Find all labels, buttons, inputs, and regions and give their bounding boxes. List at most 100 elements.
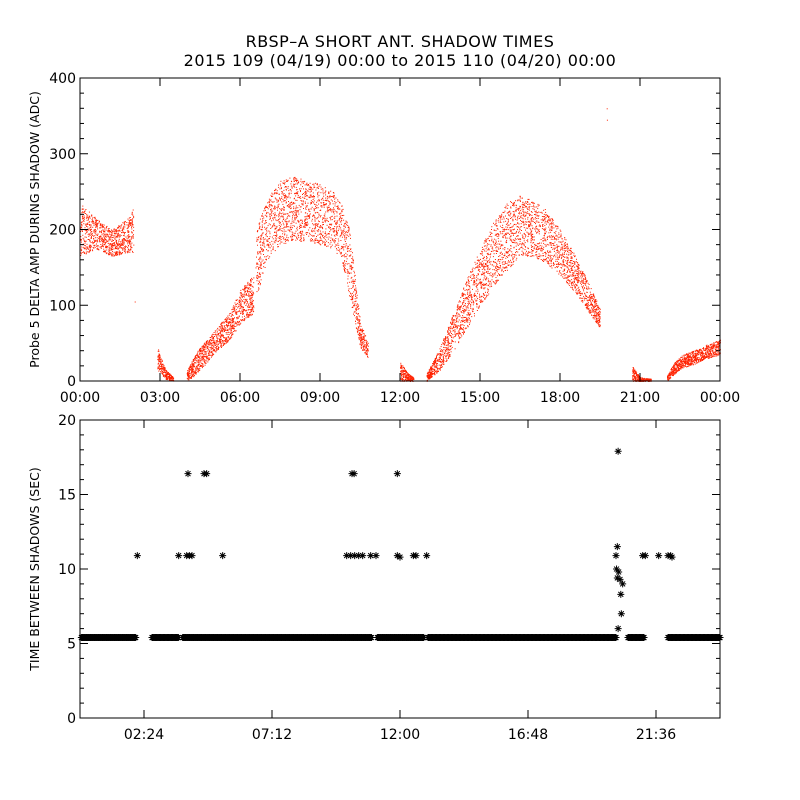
data-point	[257, 272, 259, 274]
data-point	[122, 222, 124, 224]
data-point	[300, 200, 302, 201]
data-point	[305, 192, 307, 194]
data-point	[401, 366, 402, 368]
data-point	[403, 373, 405, 375]
data-point	[495, 219, 497, 221]
data-point	[318, 241, 320, 243]
data-point	[263, 239, 265, 241]
data-point	[520, 210, 522, 212]
data-point	[326, 219, 328, 221]
data-point	[225, 333, 227, 335]
data-point	[120, 225, 122, 227]
data-point	[316, 236, 317, 237]
data-point	[244, 286, 246, 287]
data-point	[162, 365, 164, 367]
data-point	[469, 290, 471, 292]
data-point	[361, 331, 363, 333]
data-point	[525, 254, 527, 256]
data-point	[109, 248, 111, 250]
data-point	[222, 342, 224, 344]
data-point	[459, 325, 461, 327]
data-point	[446, 344, 448, 346]
data-point	[100, 227, 101, 229]
data-point	[266, 249, 267, 251]
data-point	[117, 254, 119, 256]
data-point	[562, 259, 564, 261]
data-point	[187, 379, 189, 381]
data-point	[353, 291, 355, 293]
data-point	[270, 194, 272, 196]
data-point	[112, 246, 114, 248]
data-point	[212, 353, 213, 355]
data-point	[159, 360, 160, 362]
data-point	[122, 247, 124, 249]
data-point	[406, 370, 407, 372]
data-point	[579, 281, 581, 283]
data-point	[84, 247, 86, 249]
data-point	[357, 326, 359, 328]
data-point	[506, 256, 508, 257]
data-point	[294, 179, 296, 181]
data-point	[221, 326, 223, 328]
data-point	[228, 337, 230, 339]
data-point	[331, 239, 333, 241]
data-point	[228, 339, 230, 341]
data-point	[88, 221, 90, 223]
data-point	[565, 250, 567, 251]
data-point	[188, 372, 190, 374]
data-point	[89, 217, 91, 219]
data-point	[331, 234, 333, 236]
data-point	[513, 233, 514, 235]
data-point	[216, 349, 218, 351]
data-point	[356, 316, 358, 318]
data-point	[217, 345, 219, 347]
data-point	[125, 246, 127, 248]
data-point	[504, 261, 506, 262]
data-point	[95, 232, 97, 234]
data-point	[363, 348, 365, 350]
data-point	[246, 286, 248, 288]
data-point	[308, 235, 310, 237]
data-point	[340, 219, 342, 221]
data-point	[299, 196, 301, 198]
data-point	[271, 205, 272, 207]
data-point	[336, 211, 338, 213]
data-point	[292, 215, 294, 217]
data-point	[221, 324, 223, 326]
data-point	[247, 309, 249, 311]
data-point	[304, 222, 306, 224]
data-point	[88, 248, 90, 250]
data-point	[124, 252, 126, 254]
data-point	[344, 222, 346, 224]
data-point	[451, 320, 453, 322]
data-point	[268, 205, 270, 207]
data-point	[497, 266, 498, 267]
data-point	[366, 344, 368, 346]
data-point	[265, 256, 267, 258]
data-point	[119, 251, 121, 253]
data-point	[458, 315, 460, 317]
data-point	[312, 215, 314, 217]
data-point	[201, 345, 203, 347]
data-point	[233, 326, 235, 328]
data-point	[259, 227, 261, 229]
data-point	[337, 238, 339, 240]
data-point	[241, 320, 243, 322]
data-point	[159, 356, 161, 358]
data-point	[163, 370, 165, 372]
data-point	[367, 349, 369, 351]
data-point	[237, 305, 239, 307]
data-point	[569, 253, 571, 255]
data-segment	[80, 205, 135, 257]
data-point	[271, 201, 273, 203]
data-point	[443, 349, 445, 351]
data-point	[323, 204, 325, 206]
data-point	[223, 343, 225, 345]
data-point	[343, 268, 345, 270]
data-point	[519, 216, 521, 218]
data-point	[477, 290, 479, 292]
data-point	[276, 199, 278, 201]
data-point	[115, 231, 117, 233]
data-point	[249, 295, 251, 297]
data-point	[290, 229, 292, 231]
